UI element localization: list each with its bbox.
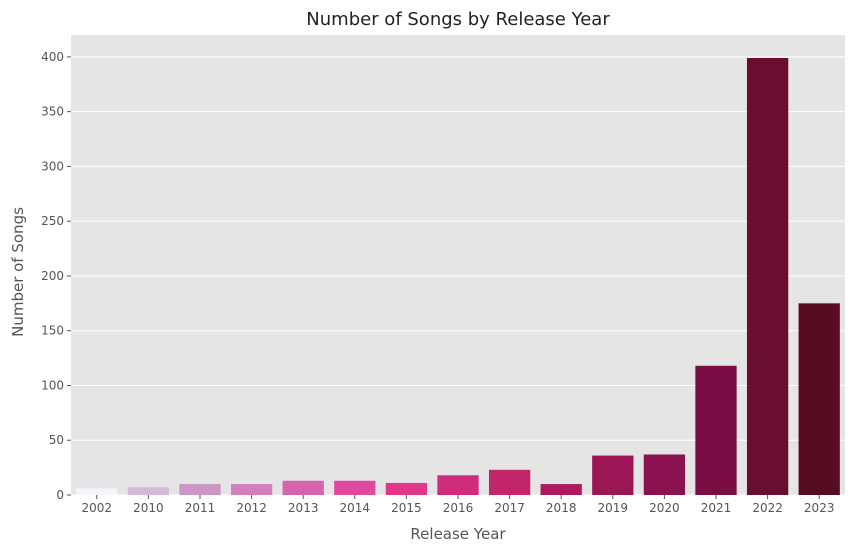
x-tick-label-2012: 2012 bbox=[236, 501, 267, 515]
bar-2017 bbox=[488, 469, 531, 495]
y-tick-label: 300 bbox=[41, 159, 64, 173]
bar-2018 bbox=[540, 484, 582, 495]
bar-2015 bbox=[385, 482, 428, 495]
bar-2013 bbox=[282, 480, 324, 495]
x-tick-label-2022: 2022 bbox=[752, 501, 783, 515]
bars bbox=[76, 58, 840, 495]
x-tick-label-2017: 2017 bbox=[494, 501, 525, 515]
bar-2019 bbox=[592, 455, 634, 495]
bar-2014 bbox=[334, 480, 376, 495]
x-tick-label-2002: 2002 bbox=[82, 501, 113, 515]
x-tick-label-2015: 2015 bbox=[391, 501, 422, 515]
y-axis-ticks: 0 50 100 150 200 250 300 350 400 bbox=[41, 50, 71, 502]
bar-2002 bbox=[76, 488, 118, 495]
chart-title: Number of Songs by Release Year bbox=[306, 9, 610, 30]
bar-2012 bbox=[230, 484, 273, 495]
x-tick-label-2010: 2010 bbox=[133, 501, 164, 515]
bar-2023 bbox=[798, 303, 840, 495]
y-tick-label: 400 bbox=[41, 50, 64, 64]
bar-2010 bbox=[127, 487, 170, 495]
x-tick-label-2018: 2018 bbox=[546, 501, 577, 515]
bar-2011 bbox=[179, 484, 221, 495]
x-tick-label-2023: 2023 bbox=[804, 501, 835, 515]
y-tick-label: 150 bbox=[41, 324, 64, 338]
y-tick-label: 200 bbox=[41, 269, 64, 283]
y-tick-label: 350 bbox=[41, 105, 64, 119]
x-axis-ticks: 2002 2010 2011 2012 2013 2014 2015 2016 2017 2018… bbox=[82, 495, 835, 515]
x-tick-label-2021: 2021 bbox=[701, 501, 732, 515]
x-axis-title: Release Year bbox=[410, 525, 506, 543]
bar-2016 bbox=[437, 475, 479, 495]
y-tick-label: 50 bbox=[49, 433, 64, 447]
bar-2020 bbox=[643, 454, 686, 495]
y-axis-title: Number of Songs bbox=[9, 207, 27, 337]
y-tick-label: 100 bbox=[41, 378, 64, 392]
x-tick-label-2011: 2011 bbox=[185, 501, 216, 515]
x-tick-label-2014: 2014 bbox=[340, 501, 371, 515]
x-tick-label-2016: 2016 bbox=[443, 501, 474, 515]
x-tick-label-2020: 2020 bbox=[649, 501, 680, 515]
bar-2022 bbox=[746, 58, 789, 495]
y-tick-label: 0 bbox=[56, 488, 64, 502]
x-tick-label-2013: 2013 bbox=[288, 501, 319, 515]
y-tick-label: 250 bbox=[41, 214, 64, 228]
x-tick-label-2019: 2019 bbox=[598, 501, 629, 515]
bar-2021 bbox=[695, 365, 737, 495]
